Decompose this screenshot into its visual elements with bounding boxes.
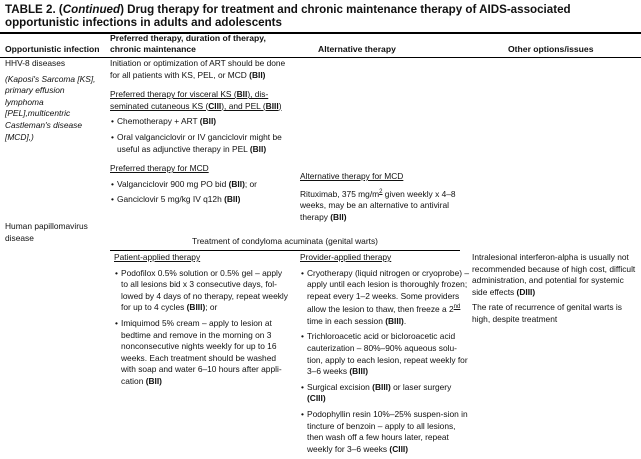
text-run: Continued [62, 3, 121, 16]
subheading: Patient-applied therapy [114, 252, 290, 264]
text-run: (BIII) [186, 302, 206, 313]
text-run: Podofilox 0.5% solution or 0.5% gel – ap… [121, 267, 288, 313]
text-run: Intralesional interferon-alpha is usuall… [472, 252, 636, 297]
hpv-other-options: Intralesional interferon-alpha is usuall… [472, 252, 640, 330]
header-opportunistic-infection: Opportunistic infection [5, 44, 100, 54]
text-run: (DIII) [516, 286, 536, 297]
header-rule [0, 57, 641, 58]
text-run: ), dis-seminated cutaneous KS ( [110, 89, 269, 111]
subheading: Preferred therapy for MCD [110, 163, 290, 175]
infection-detail: (Kaposi's Sarcoma [KS], primary effusion… [5, 73, 96, 142]
text-run: The rate of recurrence of genital warts … [472, 302, 622, 324]
header-alternative-therapy: Alternative therapy [318, 44, 396, 54]
subheading: Preferred therapy for visceral KS (BII),… [110, 89, 290, 112]
hpv-provider-applied: Provider-applied therapy Cryotherapy (liq… [300, 252, 470, 459]
text-run: (BII) [199, 116, 217, 127]
header-other-options: Other options/issues [508, 44, 594, 54]
hhv8-alternative: Alternative therapy for MCD Rituximab, 37… [300, 171, 470, 227]
text-run: (CIII) [389, 443, 409, 454]
text-run: Ganciclovir 5 mg/kg IV q12h [117, 194, 225, 205]
text-run: or laser surgery [390, 381, 452, 392]
table-title: TABLE 2. (Continued) Drug therapy for tr… [5, 3, 641, 29]
bullet-item: Cryotherapy (liquid nitrogen or cryoprob… [300, 268, 470, 328]
text-run: (BIII) [349, 366, 368, 377]
text-run: (BII) [224, 194, 241, 205]
text-run: Rituximab, 375 mg/m [300, 188, 380, 199]
text-run: 2 [379, 188, 383, 195]
text-run: ; or [244, 178, 257, 189]
text-run: Cryotherapy (liquid nitrogen or cryoprob… [307, 267, 469, 315]
hpv-patient-applied: Patient-applied therapy Podofilox 0.5% so… [114, 252, 290, 392]
infection-hpv: Human papillomavirus disease [5, 221, 105, 248]
paragraph: Initiation or optimization of ART should… [110, 58, 290, 81]
text-run: BIII [265, 100, 279, 111]
text-run: Valganciclovir 900 mg PO bid [117, 178, 229, 189]
text-run: (BII) [249, 143, 267, 154]
paragraph: The rate of recurrence of genital warts … [472, 302, 640, 325]
infection-name: Human papillomavirus disease [5, 221, 88, 243]
text-run: time in each session [307, 315, 386, 326]
text-run: Preferred therapy for MCD [110, 163, 209, 174]
text-run: (BII) [330, 211, 347, 222]
bullet-list: Podofilox 0.5% solution or 0.5% gel – ap… [114, 268, 290, 388]
text-run: (BII) [249, 69, 266, 80]
bullet-item: Oral valganciclovir or IV ganciclovir mi… [110, 132, 290, 155]
text-run: TABLE 2. ( [5, 3, 63, 16]
text-run: Provider-applied therapy [300, 252, 392, 262]
text-run: . [403, 315, 407, 326]
paragraph: Rituximab, 375 mg/m2 given weekly x 4–8 … [300, 187, 470, 224]
text-run: (BIII) [372, 381, 391, 392]
text-run: Patient-applied therapy [114, 252, 201, 262]
infection-hhv8: HHV-8 diseases (Kaposi's Sarcoma [KS], p… [5, 58, 105, 147]
bullet-item: Imiquimod 5% cream – apply to lesion at … [114, 318, 290, 388]
text-run: Imiquimod 5% cream – apply to lesion at … [121, 317, 282, 386]
text-run: ; or [205, 302, 218, 313]
text-run: Surgical excision [307, 381, 373, 392]
subheading: Provider-applied therapy [300, 252, 470, 264]
text-run: BII [236, 89, 248, 100]
header-preferred-therapy: Preferred therapy, duration of therapy, … [110, 33, 266, 54]
text-run: Podophyllin resin 10%–25% suspen-sion in… [307, 408, 468, 454]
bullet-item: Podophyllin resin 10%–25% suspen-sion in… [300, 409, 470, 455]
infection-name: HHV-8 diseases [5, 58, 66, 68]
text-run: (BII) [145, 375, 162, 386]
bullet-item: Chemotherapy + ART (BII) [110, 116, 290, 128]
paragraph: Intralesional interferon-alpha is usuall… [472, 252, 640, 298]
text-run: ) Drug therapy for treatment and chronic… [5, 3, 571, 29]
bullet-item: Ganciclovir 5 mg/kg IV q12h (BII) [110, 194, 290, 206]
text-run: Oral valganciclovir or IV ganciclovir mi… [117, 131, 282, 154]
subheading: Alternative therapy for MCD [300, 171, 470, 183]
bullet-item: Surgical excision (BIII) or laser surger… [300, 382, 470, 405]
text-run: Initiation or optimization of ART should… [110, 58, 286, 80]
bullet-item: Podofilox 0.5% solution or 0.5% gel – ap… [114, 268, 290, 314]
text-run: given weekly x 4–8 weeks, may be an alte… [300, 188, 456, 222]
hpv-span-heading: Treatment of condyloma acuminata (genita… [192, 236, 378, 246]
text-run: Preferred therapy for visceral KS ( [110, 89, 237, 100]
text-run: (BII) [228, 178, 245, 189]
bullet-item: Valganciclovir 900 mg PO bid (BII); or [110, 179, 290, 191]
text-run: Alternative therapy for MCD [300, 171, 404, 181]
text-run: ) [278, 100, 282, 111]
hhv8-preferred: Initiation or optimization of ART should… [110, 58, 290, 210]
bullet-list: Cryotherapy (liquid nitrogen or cryoprob… [300, 268, 470, 456]
top-rule [0, 32, 641, 34]
text-run: CIII [208, 100, 222, 111]
span-heading-rule [110, 250, 460, 251]
text-run: nd [453, 304, 461, 311]
text-run: Chemotherapy + ART [117, 116, 200, 127]
bullet-item: Trichloroacetic acid or bicloroacetic ac… [300, 331, 470, 377]
text-run: ), and PEL ( [221, 100, 266, 111]
bullet-list: Chemotherapy + ART (BII)Oral valganciclo… [110, 116, 290, 155]
text-run: (CIII) [307, 393, 326, 404]
text-run: Trichloroacetic acid or bicloroacetic ac… [307, 331, 468, 377]
bullet-list: Valganciclovir 900 mg PO bid (BII); or Ga… [110, 179, 290, 206]
text-run: (BIII) [385, 315, 404, 326]
